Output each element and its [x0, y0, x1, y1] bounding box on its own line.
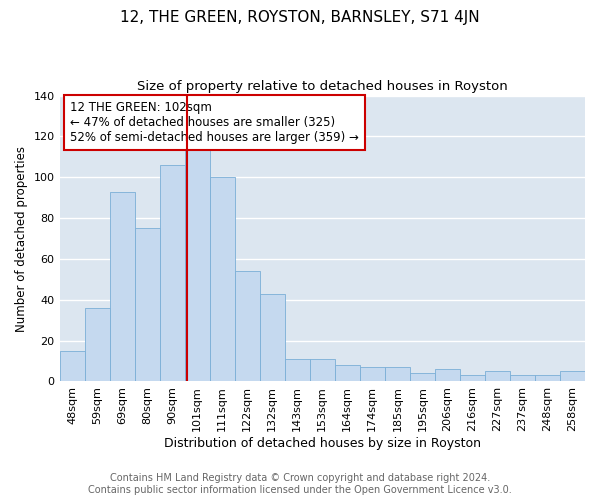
Bar	[460, 376, 485, 382]
Text: Contains HM Land Registry data © Crown copyright and database right 2024.
Contai: Contains HM Land Registry data © Crown c…	[88, 474, 512, 495]
Bar	[185, 148, 209, 382]
Bar	[134, 228, 160, 382]
Bar	[310, 359, 335, 382]
Bar	[535, 376, 560, 382]
Text: 12, THE GREEN, ROYSTON, BARNSLEY, S71 4JN: 12, THE GREEN, ROYSTON, BARNSLEY, S71 4J…	[120, 10, 480, 25]
Bar	[85, 308, 110, 382]
Title: Size of property relative to detached houses in Royston: Size of property relative to detached ho…	[137, 80, 508, 93]
Bar	[59, 351, 85, 382]
X-axis label: Distribution of detached houses by size in Royston: Distribution of detached houses by size …	[164, 437, 481, 450]
Bar	[209, 177, 235, 382]
Bar	[160, 165, 185, 382]
Y-axis label: Number of detached properties: Number of detached properties	[15, 146, 28, 332]
Bar	[360, 367, 385, 382]
Bar	[110, 192, 134, 382]
Bar	[260, 294, 285, 382]
Bar	[385, 367, 410, 382]
Text: 12 THE GREEN: 102sqm
← 47% of detached houses are smaller (325)
52% of semi-deta: 12 THE GREEN: 102sqm ← 47% of detached h…	[70, 102, 359, 144]
Bar	[285, 359, 310, 382]
Bar	[485, 371, 510, 382]
Bar	[410, 374, 435, 382]
Bar	[560, 371, 585, 382]
Bar	[235, 271, 260, 382]
Bar	[435, 369, 460, 382]
Bar	[510, 376, 535, 382]
Bar	[335, 365, 360, 382]
